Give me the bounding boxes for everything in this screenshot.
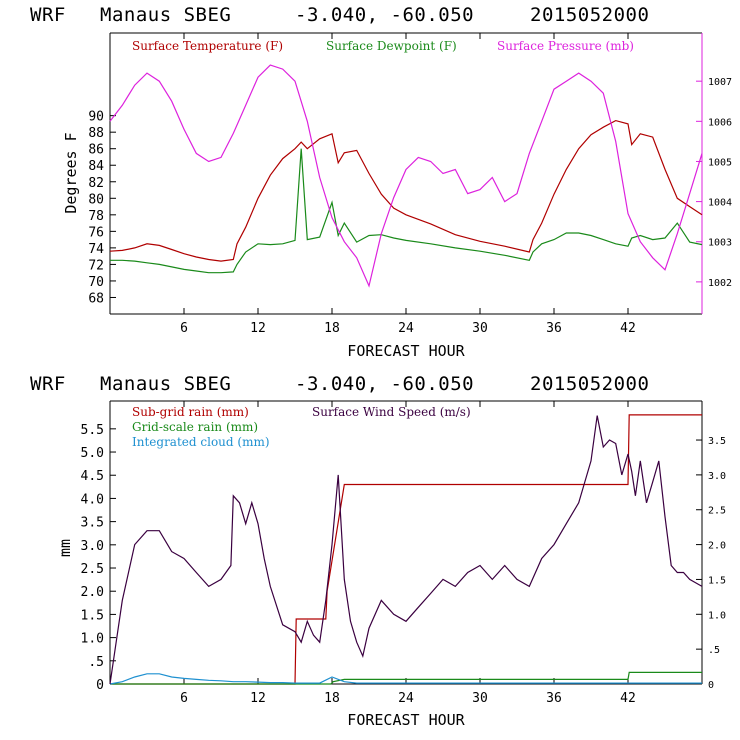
panel1-xlabel: FORECAST HOUR <box>347 342 465 360</box>
legend-entry: Sub-grid rain (mm) <box>132 405 249 419</box>
y2-tick-label: 3.0 <box>708 471 726 482</box>
x-tick-label: 30 <box>472 321 488 336</box>
series-line-1 <box>110 148 703 274</box>
x-tick-label: 36 <box>546 321 562 336</box>
legend-entry: Surface Dewpoint (F) <box>326 39 457 53</box>
y-tick-label: 5.0 <box>81 446 104 461</box>
legend-entry: Surface Pressure (mb) <box>497 39 634 53</box>
y-tick-label: 0 <box>96 678 104 693</box>
panel2-ylabel: mm <box>56 539 74 557</box>
y-tick-label: 72 <box>88 258 104 273</box>
y-tick-label: 4.5 <box>81 469 104 484</box>
panel2-header-init: 2015052000 <box>530 373 649 395</box>
legend-entry: Surface Wind Speed (m/s) <box>312 405 471 419</box>
series-line-3 <box>109 415 703 685</box>
y2-tick-label: 1007 <box>708 77 732 88</box>
y2-tick-label: 1005 <box>708 157 732 168</box>
series-line-0 <box>109 119 703 262</box>
panel2-header-location: Manaus SBEG <box>100 373 231 395</box>
y2-tick-label: 1006 <box>708 117 732 128</box>
legend-entry: Integrated cloud (mm) <box>132 435 270 449</box>
y-tick-label: 1.5 <box>81 608 104 623</box>
y-tick-label: 2.0 <box>81 585 104 600</box>
panel1-header-coords: -3.040, -60.050 <box>295 4 474 26</box>
y2-tick-label: 1003 <box>708 238 732 249</box>
y2-tick-label: 1.0 <box>708 610 726 621</box>
x-tick-label: 30 <box>472 691 488 706</box>
y-tick-label: 4.0 <box>81 492 104 507</box>
y-tick-label: 76 <box>88 225 104 240</box>
y-tick-label: 78 <box>88 209 104 224</box>
y2-tick-label: 1002 <box>708 278 732 289</box>
x-tick-label: 6 <box>180 321 188 336</box>
x-tick-label: 6 <box>180 691 188 706</box>
panel2-header: WRF Manaus SBEG -3.040, -60.050 20150520… <box>30 373 649 395</box>
series-line-2 <box>109 673 702 685</box>
x-tick-label: 24 <box>398 321 414 336</box>
y-tick-label: 5.5 <box>81 423 104 438</box>
x-tick-label: 36 <box>546 691 562 706</box>
panel1-ylabel: Degrees F <box>62 132 80 213</box>
x-tick-label: 18 <box>324 321 340 336</box>
y-tick-label: .5 <box>88 655 104 670</box>
series-line-2 <box>109 64 703 288</box>
panel1-header: WRF Manaus SBEG -3.040, -60.050 20150520… <box>30 4 649 26</box>
y2-tick-label: 0 <box>708 680 714 691</box>
x-tick-label: 42 <box>620 321 636 336</box>
y-tick-label: 88 <box>88 126 104 141</box>
y2-tick-label: 1.5 <box>708 575 726 586</box>
panel1-header-init: 2015052000 <box>530 4 649 26</box>
y2-tick-label: 1004 <box>708 198 732 209</box>
y2-tick-label: 2.0 <box>708 541 726 552</box>
y-tick-label: 3.5 <box>81 516 104 531</box>
x-tick-label: 24 <box>398 691 414 706</box>
y-tick-label: 80 <box>88 192 104 207</box>
series-line-1 <box>110 671 702 685</box>
legend-entry: Grid-scale rain (mm) <box>132 420 258 434</box>
y2-tick-label: .5 <box>708 645 720 656</box>
y2-tick-label: 3.5 <box>708 436 726 447</box>
panel2-chart: 6 12 18 24 30 36 42 0 .5 1.0 1.5 2.0 2.5 3.0 3.5 4.0 4.5… <box>81 400 726 706</box>
x-tick-label: 42 <box>620 691 636 706</box>
y-tick-label: 74 <box>88 242 104 257</box>
x-tick-label: 12 <box>250 691 266 706</box>
x-tick-label: 12 <box>250 321 266 336</box>
y-tick-label: 82 <box>88 176 104 191</box>
y-tick-label: 2.5 <box>81 562 104 577</box>
y-tick-label: 1.0 <box>81 632 104 647</box>
x-tick-label: 18 <box>324 691 340 706</box>
panel1-header-location: Manaus SBEG <box>100 4 231 26</box>
y-tick-label: 86 <box>88 143 104 158</box>
y2-tick-label: 2.5 <box>708 506 726 517</box>
y-tick-label: 3.0 <box>81 539 104 554</box>
y-tick-label: 84 <box>88 159 104 174</box>
series-line-0 <box>110 414 702 685</box>
y-tick-label: 90 <box>88 110 104 125</box>
panel2-header-model: WRF <box>30 373 66 395</box>
y-tick-label: 68 <box>88 291 104 306</box>
panel2-header-coords: -3.040, -60.050 <box>295 373 474 395</box>
legend-entry: Surface Temperature (F) <box>132 39 283 53</box>
panel2-xlabel: FORECAST HOUR <box>347 711 465 729</box>
panel1-header-model: WRF <box>30 4 66 26</box>
y-tick-label: 70 <box>88 275 104 290</box>
